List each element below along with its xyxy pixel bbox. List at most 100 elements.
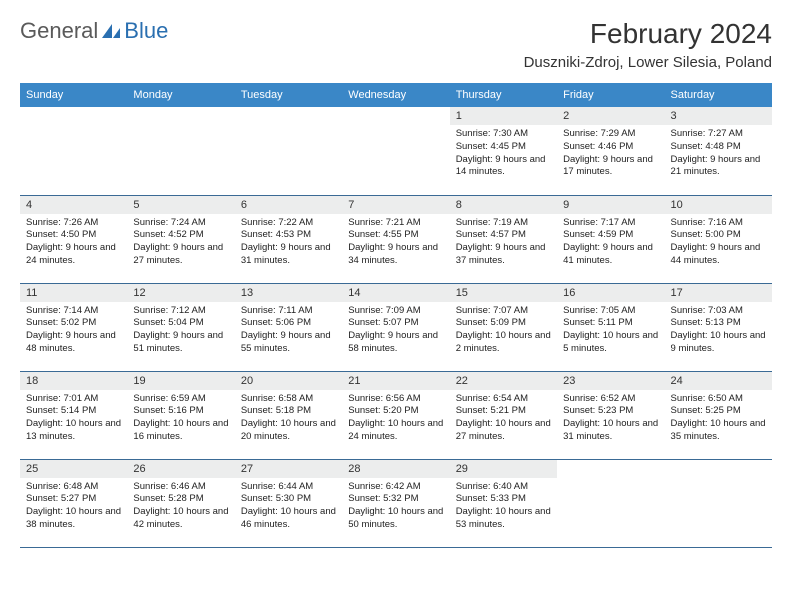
day-info: Sunrise: 7:27 AMSunset: 4:48 PMDaylight:… xyxy=(665,125,772,185)
daylight-text: Daylight: 10 hours and 24 minutes. xyxy=(348,418,443,444)
day-header-tuesday: Tuesday xyxy=(235,83,342,107)
day-header-row: Sunday Monday Tuesday Wednesday Thursday… xyxy=(20,83,772,107)
day-cell: 5Sunrise: 7:24 AMSunset: 4:52 PMDaylight… xyxy=(127,195,234,283)
day-header-sunday: Sunday xyxy=(20,83,127,107)
day-cell: 16Sunrise: 7:05 AMSunset: 5:11 PMDayligh… xyxy=(557,283,664,371)
sunset-text: Sunset: 4:57 PM xyxy=(456,229,551,242)
day-info: Sunrise: 6:54 AMSunset: 5:21 PMDaylight:… xyxy=(450,390,557,450)
day-info: Sunrise: 7:05 AMSunset: 5:11 PMDaylight:… xyxy=(557,302,664,362)
sunset-text: Sunset: 5:18 PM xyxy=(241,405,336,418)
day-info: Sunrise: 7:30 AMSunset: 4:45 PMDaylight:… xyxy=(450,125,557,185)
day-number: 25 xyxy=(20,460,127,478)
daylight-text: Daylight: 10 hours and 5 minutes. xyxy=(563,330,658,356)
day-number xyxy=(235,107,342,127)
day-number: 5 xyxy=(127,196,234,214)
day-cell: 21Sunrise: 6:56 AMSunset: 5:20 PMDayligh… xyxy=(342,371,449,459)
day-number: 4 xyxy=(20,196,127,214)
day-cell: 20Sunrise: 6:58 AMSunset: 5:18 PMDayligh… xyxy=(235,371,342,459)
day-cell: 9Sunrise: 7:17 AMSunset: 4:59 PMDaylight… xyxy=(557,195,664,283)
sunrise-text: Sunrise: 7:30 AM xyxy=(456,128,551,141)
day-number: 18 xyxy=(20,372,127,390)
sunset-text: Sunset: 4:46 PM xyxy=(563,141,658,154)
day-number: 14 xyxy=(342,284,449,302)
header: General Blue February 2024 Duszniki-Zdro… xyxy=(20,18,772,71)
day-number: 16 xyxy=(557,284,664,302)
sunrise-text: Sunrise: 6:59 AM xyxy=(133,393,228,406)
sunset-text: Sunset: 4:55 PM xyxy=(348,229,443,242)
daylight-text: Daylight: 10 hours and 2 minutes. xyxy=(456,330,551,356)
sunset-text: Sunset: 5:13 PM xyxy=(671,317,766,330)
day-info: Sunrise: 6:48 AMSunset: 5:27 PMDaylight:… xyxy=(20,478,127,538)
sunrise-text: Sunrise: 7:26 AM xyxy=(26,217,121,230)
day-number: 17 xyxy=(665,284,772,302)
day-header-thursday: Thursday xyxy=(450,83,557,107)
sunrise-text: Sunrise: 7:22 AM xyxy=(241,217,336,230)
sunset-text: Sunset: 5:23 PM xyxy=(563,405,658,418)
day-info: Sunrise: 6:42 AMSunset: 5:32 PMDaylight:… xyxy=(342,478,449,538)
logo-text-blue: Blue xyxy=(124,18,168,44)
sunset-text: Sunset: 5:02 PM xyxy=(26,317,121,330)
sunrise-text: Sunrise: 7:05 AM xyxy=(563,305,658,318)
month-title: February 2024 xyxy=(524,18,772,50)
sunrise-text: Sunrise: 6:52 AM xyxy=(563,393,658,406)
day-info: Sunrise: 7:09 AMSunset: 5:07 PMDaylight:… xyxy=(342,302,449,362)
day-info: Sunrise: 7:03 AMSunset: 5:13 PMDaylight:… xyxy=(665,302,772,362)
day-number: 28 xyxy=(342,460,449,478)
sunset-text: Sunset: 5:07 PM xyxy=(348,317,443,330)
day-cell: 15Sunrise: 7:07 AMSunset: 5:09 PMDayligh… xyxy=(450,283,557,371)
day-number: 12 xyxy=(127,284,234,302)
sunrise-text: Sunrise: 7:16 AM xyxy=(671,217,766,230)
calendar: Sunday Monday Tuesday Wednesday Thursday… xyxy=(20,83,772,548)
day-number: 19 xyxy=(127,372,234,390)
daylight-text: Daylight: 10 hours and 27 minutes. xyxy=(456,418,551,444)
sunset-text: Sunset: 5:06 PM xyxy=(241,317,336,330)
day-cell: 25Sunrise: 6:48 AMSunset: 5:27 PMDayligh… xyxy=(20,459,127,547)
daylight-text: Daylight: 10 hours and 46 minutes. xyxy=(241,506,336,532)
sunset-text: Sunset: 5:11 PM xyxy=(563,317,658,330)
day-header-saturday: Saturday xyxy=(665,83,772,107)
sunrise-text: Sunrise: 6:50 AM xyxy=(671,393,766,406)
day-info: Sunrise: 7:22 AMSunset: 4:53 PMDaylight:… xyxy=(235,214,342,274)
day-info: Sunrise: 7:21 AMSunset: 4:55 PMDaylight:… xyxy=(342,214,449,274)
sunset-text: Sunset: 4:59 PM xyxy=(563,229,658,242)
day-number: 3 xyxy=(665,107,772,125)
day-cell: 8Sunrise: 7:19 AMSunset: 4:57 PMDaylight… xyxy=(450,195,557,283)
daylight-text: Daylight: 10 hours and 13 minutes. xyxy=(26,418,121,444)
day-cell xyxy=(557,459,664,547)
week-row: 4Sunrise: 7:26 AMSunset: 4:50 PMDaylight… xyxy=(20,195,772,283)
sunset-text: Sunset: 4:48 PM xyxy=(671,141,766,154)
day-info: Sunrise: 7:07 AMSunset: 5:09 PMDaylight:… xyxy=(450,302,557,362)
sunrise-text: Sunrise: 6:54 AM xyxy=(456,393,551,406)
day-number: 15 xyxy=(450,284,557,302)
day-cell: 7Sunrise: 7:21 AMSunset: 4:55 PMDaylight… xyxy=(342,195,449,283)
daylight-text: Daylight: 10 hours and 16 minutes. xyxy=(133,418,228,444)
day-info: Sunrise: 7:11 AMSunset: 5:06 PMDaylight:… xyxy=(235,302,342,362)
location: Duszniki-Zdroj, Lower Silesia, Poland xyxy=(524,54,772,71)
day-info: Sunrise: 6:40 AMSunset: 5:33 PMDaylight:… xyxy=(450,478,557,538)
week-row: 1Sunrise: 7:30 AMSunset: 4:45 PMDaylight… xyxy=(20,107,772,195)
day-number xyxy=(557,460,664,480)
logo: General Blue xyxy=(20,18,168,44)
day-cell: 14Sunrise: 7:09 AMSunset: 5:07 PMDayligh… xyxy=(342,283,449,371)
daylight-text: Daylight: 10 hours and 35 minutes. xyxy=(671,418,766,444)
sunset-text: Sunset: 5:20 PM xyxy=(348,405,443,418)
day-cell: 29Sunrise: 6:40 AMSunset: 5:33 PMDayligh… xyxy=(450,459,557,547)
daylight-text: Daylight: 10 hours and 42 minutes. xyxy=(133,506,228,532)
daylight-text: Daylight: 10 hours and 50 minutes. xyxy=(348,506,443,532)
day-info: Sunrise: 7:12 AMSunset: 5:04 PMDaylight:… xyxy=(127,302,234,362)
day-info: Sunrise: 7:24 AMSunset: 4:52 PMDaylight:… xyxy=(127,214,234,274)
day-cell: 18Sunrise: 7:01 AMSunset: 5:14 PMDayligh… xyxy=(20,371,127,459)
day-info: Sunrise: 6:58 AMSunset: 5:18 PMDaylight:… xyxy=(235,390,342,450)
day-cell: 10Sunrise: 7:16 AMSunset: 5:00 PMDayligh… xyxy=(665,195,772,283)
day-cell: 17Sunrise: 7:03 AMSunset: 5:13 PMDayligh… xyxy=(665,283,772,371)
sunrise-text: Sunrise: 7:11 AM xyxy=(241,305,336,318)
day-info: Sunrise: 7:26 AMSunset: 4:50 PMDaylight:… xyxy=(20,214,127,274)
week-row: 25Sunrise: 6:48 AMSunset: 5:27 PMDayligh… xyxy=(20,459,772,547)
day-cell: 2Sunrise: 7:29 AMSunset: 4:46 PMDaylight… xyxy=(557,107,664,195)
day-number xyxy=(127,107,234,127)
sunrise-text: Sunrise: 6:42 AM xyxy=(348,481,443,494)
daylight-text: Daylight: 9 hours and 37 minutes. xyxy=(456,242,551,268)
sunset-text: Sunset: 5:27 PM xyxy=(26,493,121,506)
day-number: 6 xyxy=(235,196,342,214)
day-number: 29 xyxy=(450,460,557,478)
